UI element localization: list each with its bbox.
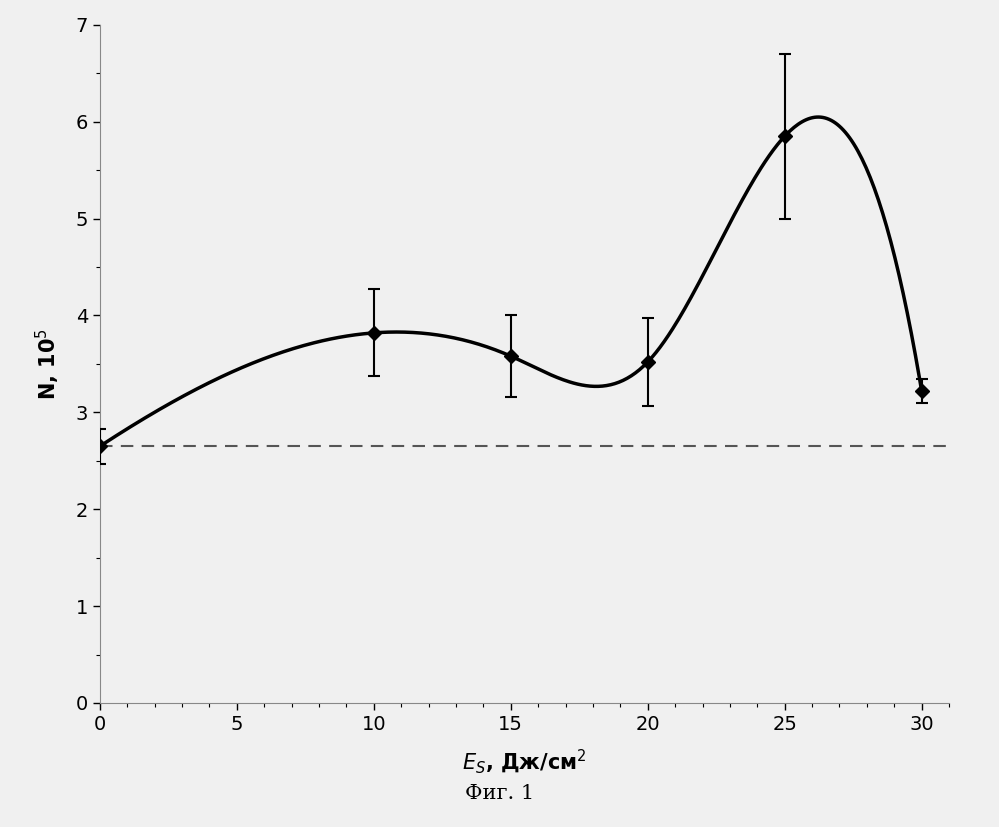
X-axis label: $E_S$, Дж/см$^2$: $E_S$, Дж/см$^2$ [463, 748, 586, 776]
Y-axis label: N, 10$^5$: N, 10$^5$ [34, 328, 62, 399]
Text: Фиг. 1: Фиг. 1 [465, 785, 534, 803]
